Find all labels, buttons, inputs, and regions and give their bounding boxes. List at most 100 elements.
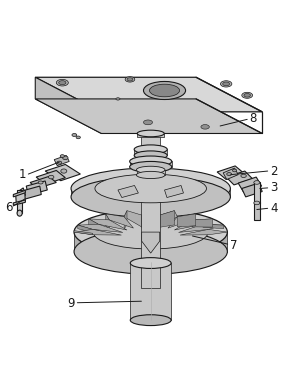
Polygon shape — [180, 229, 227, 235]
Ellipse shape — [93, 215, 208, 249]
Polygon shape — [165, 185, 184, 198]
Ellipse shape — [56, 79, 68, 86]
Ellipse shape — [134, 151, 167, 160]
Ellipse shape — [130, 258, 171, 268]
Polygon shape — [168, 214, 196, 228]
Ellipse shape — [223, 82, 230, 86]
Polygon shape — [17, 190, 22, 213]
Ellipse shape — [130, 162, 172, 172]
Text: 1: 1 — [19, 168, 26, 180]
Polygon shape — [71, 188, 230, 197]
Polygon shape — [106, 214, 109, 230]
Polygon shape — [124, 211, 127, 229]
Polygon shape — [142, 232, 160, 253]
Polygon shape — [178, 224, 223, 232]
Ellipse shape — [143, 82, 185, 100]
Polygon shape — [35, 77, 262, 112]
Ellipse shape — [72, 134, 77, 136]
Polygon shape — [78, 224, 123, 232]
Polygon shape — [134, 149, 167, 155]
Ellipse shape — [74, 229, 227, 274]
Ellipse shape — [137, 171, 165, 178]
Polygon shape — [118, 185, 138, 198]
Ellipse shape — [143, 120, 153, 125]
Polygon shape — [141, 134, 160, 288]
Ellipse shape — [17, 210, 22, 216]
Text: 9: 9 — [68, 297, 75, 310]
Polygon shape — [254, 182, 260, 203]
Polygon shape — [238, 177, 262, 192]
Text: 7: 7 — [230, 239, 237, 252]
Ellipse shape — [220, 81, 232, 87]
Ellipse shape — [227, 173, 232, 175]
Text: 8: 8 — [249, 112, 257, 125]
Ellipse shape — [149, 84, 180, 97]
Ellipse shape — [49, 175, 54, 179]
Text: 2: 2 — [270, 165, 278, 178]
Ellipse shape — [60, 155, 64, 157]
Polygon shape — [13, 190, 25, 197]
Polygon shape — [130, 162, 172, 167]
Polygon shape — [30, 177, 56, 188]
Ellipse shape — [137, 166, 165, 173]
Ellipse shape — [242, 92, 252, 98]
Ellipse shape — [127, 78, 133, 81]
Polygon shape — [217, 166, 244, 180]
Polygon shape — [74, 231, 93, 235]
Ellipse shape — [254, 201, 260, 205]
Polygon shape — [242, 183, 262, 197]
Text: 3: 3 — [270, 182, 277, 195]
Polygon shape — [16, 192, 25, 204]
Polygon shape — [124, 211, 142, 227]
Ellipse shape — [130, 315, 171, 326]
Polygon shape — [130, 263, 171, 320]
Polygon shape — [74, 232, 227, 252]
Polygon shape — [89, 219, 98, 231]
Polygon shape — [22, 186, 41, 199]
Ellipse shape — [231, 172, 237, 176]
Ellipse shape — [71, 177, 230, 218]
Polygon shape — [144, 175, 158, 182]
Ellipse shape — [63, 156, 68, 160]
Ellipse shape — [59, 81, 66, 85]
Polygon shape — [36, 170, 65, 184]
Ellipse shape — [254, 181, 260, 184]
Polygon shape — [106, 214, 133, 228]
Polygon shape — [175, 219, 213, 230]
Polygon shape — [203, 224, 223, 229]
Polygon shape — [160, 211, 177, 227]
Ellipse shape — [130, 156, 172, 167]
Ellipse shape — [61, 169, 67, 173]
Polygon shape — [74, 229, 121, 235]
Polygon shape — [137, 170, 165, 175]
Text: 6: 6 — [5, 201, 12, 214]
Ellipse shape — [137, 130, 164, 137]
Text: 4: 4 — [270, 202, 278, 215]
Polygon shape — [54, 155, 69, 165]
Ellipse shape — [76, 136, 80, 139]
Polygon shape — [89, 219, 127, 230]
Polygon shape — [254, 202, 260, 220]
Polygon shape — [13, 200, 25, 205]
Polygon shape — [192, 219, 213, 227]
Ellipse shape — [125, 77, 135, 82]
Polygon shape — [35, 77, 101, 134]
Ellipse shape — [74, 210, 227, 255]
Polygon shape — [45, 164, 80, 181]
Polygon shape — [35, 99, 262, 134]
Polygon shape — [177, 214, 196, 227]
Polygon shape — [142, 210, 151, 228]
Ellipse shape — [244, 93, 250, 97]
Polygon shape — [142, 210, 160, 226]
Ellipse shape — [57, 161, 62, 164]
Polygon shape — [137, 134, 164, 137]
Polygon shape — [26, 181, 47, 195]
Ellipse shape — [38, 181, 43, 184]
Polygon shape — [226, 171, 252, 185]
Ellipse shape — [233, 169, 237, 172]
Polygon shape — [160, 211, 174, 227]
Ellipse shape — [241, 174, 246, 178]
Ellipse shape — [116, 98, 120, 100]
Ellipse shape — [95, 174, 207, 203]
Polygon shape — [223, 168, 238, 180]
